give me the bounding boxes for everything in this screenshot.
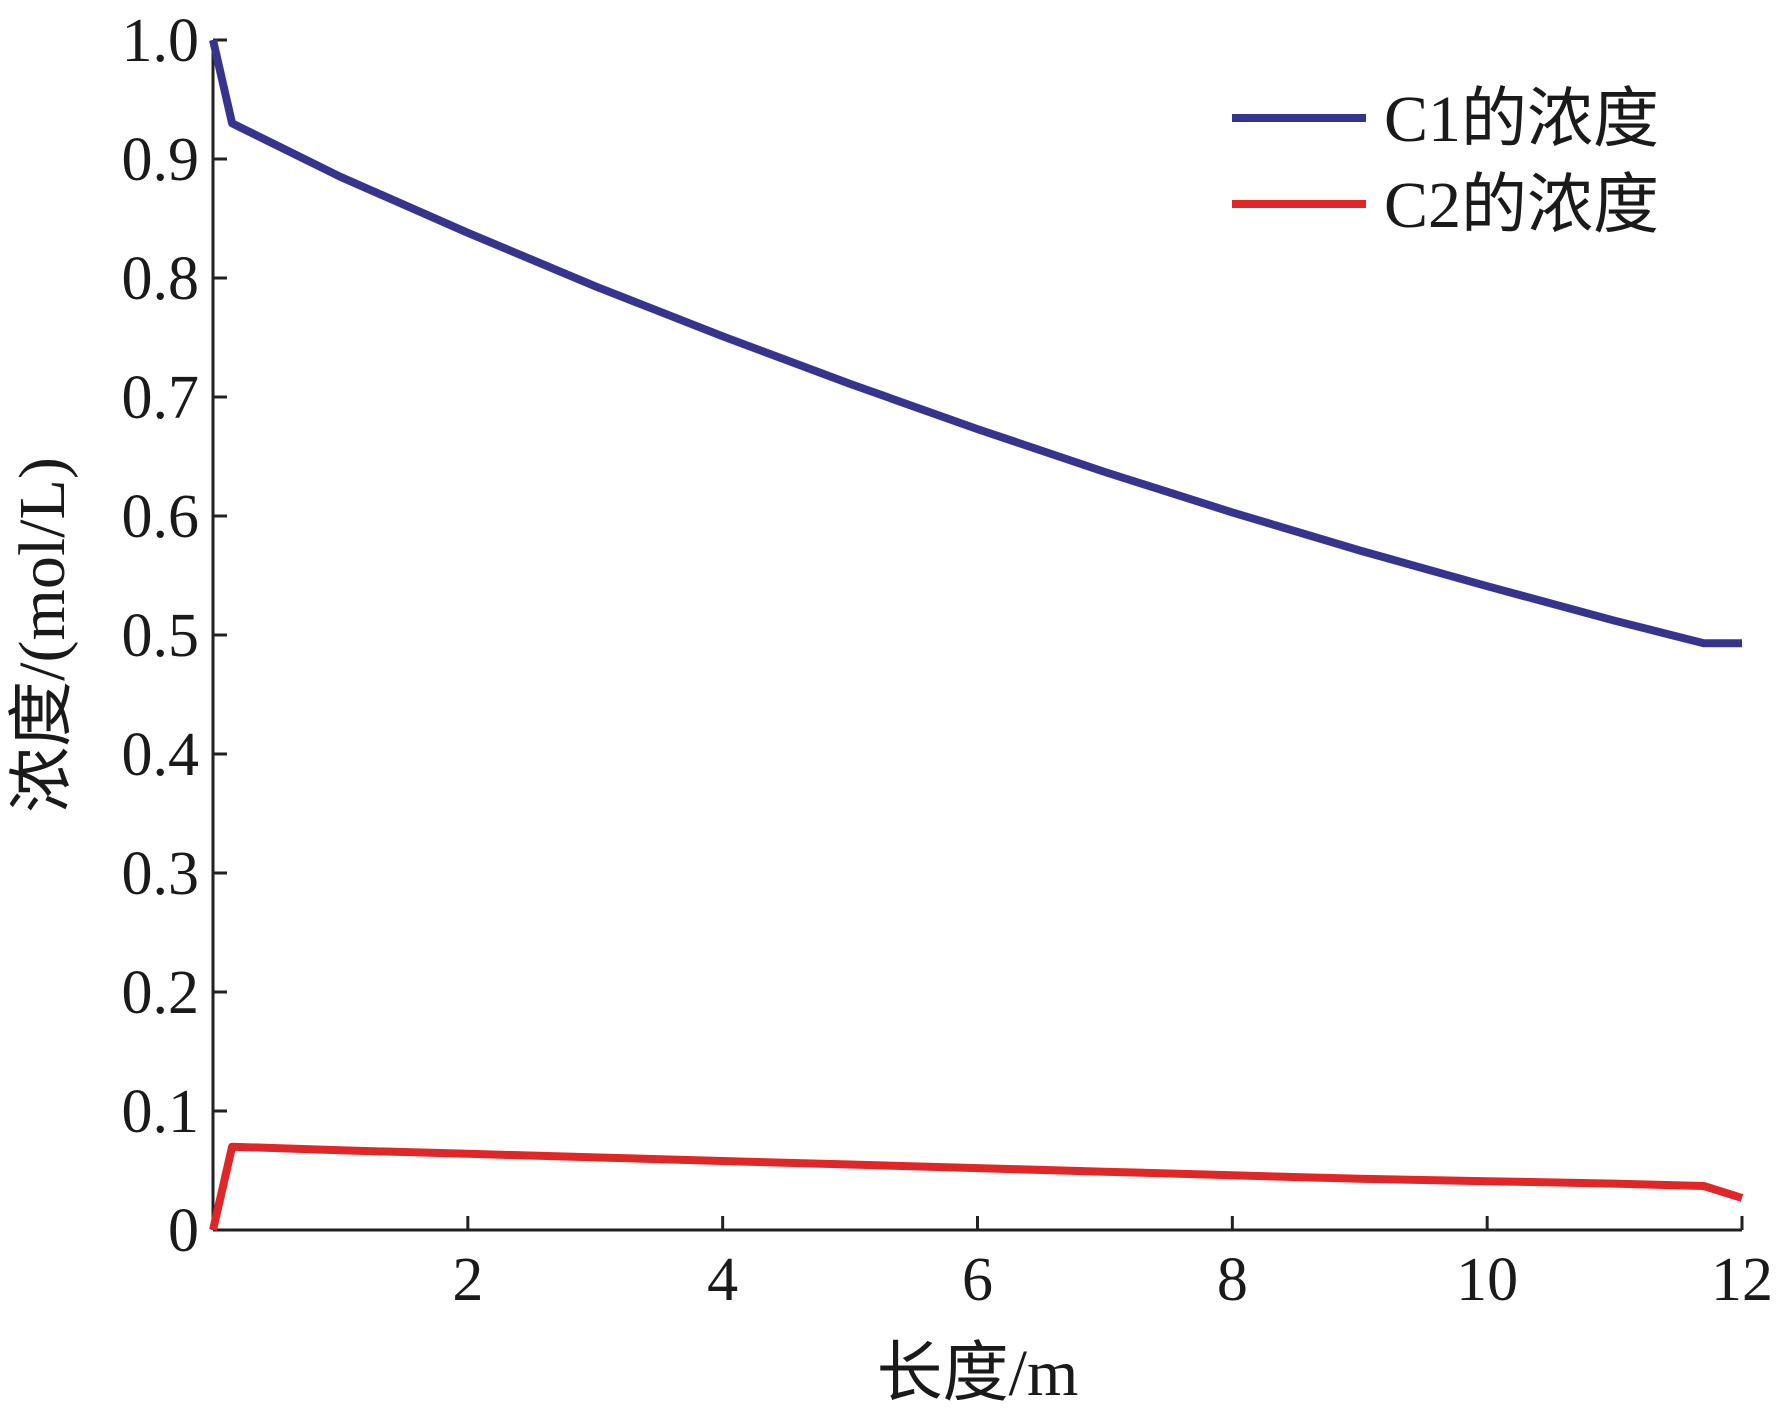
series-line-1 <box>209 39 1742 648</box>
y-tick-label: 0 <box>168 1197 199 1265</box>
series-line-2 <box>209 1142 1744 1231</box>
series-layer <box>209 39 1744 1231</box>
y-tick-label: 0.1 <box>122 1078 200 1146</box>
y-tick-label: 0.3 <box>122 840 200 908</box>
x-axis-title: 长度/m <box>877 1337 1079 1410</box>
y-tick-label: 0.9 <box>122 126 200 194</box>
y-tick-label: 0.5 <box>122 602 200 670</box>
x-tick-label: 6 <box>962 1246 993 1314</box>
x-tick-label: 4 <box>707 1246 738 1314</box>
plot-area: 0 0.1 0.2 0.3 0.4 0.5 0.6 0.7 0.8 0.9 1.0 2 4 6 8 10 12 <box>122 7 1774 1314</box>
y-axis-title: 浓度/(mol/L) <box>6 457 79 813</box>
y-tick-label: 0.7 <box>122 364 200 432</box>
y-tick-label: 0.2 <box>122 959 200 1027</box>
x-tick-label: 8 <box>1217 1246 1248 1314</box>
y-axis-ticks: 0 0.1 0.2 0.3 0.4 0.5 0.6 0.7 0.8 0.9 1.0 <box>122 7 227 1265</box>
y-tick-label: 0.8 <box>122 245 200 313</box>
x-axis-ticks: 2 4 6 8 10 12 <box>452 1216 1773 1314</box>
y-tick-label: 0.6 <box>122 483 200 551</box>
y-tick-label: 1.0 <box>122 7 200 75</box>
x-tick-label: 10 <box>1456 1246 1518 1314</box>
legend-label-1: C1的浓度 <box>1384 83 1659 156</box>
x-tick-label: 12 <box>1711 1246 1773 1314</box>
x-tick-label: 2 <box>452 1246 483 1314</box>
legend-label-2: C2的浓度 <box>1384 169 1659 242</box>
legend: C1的浓度 C2的浓度 <box>1232 83 1659 242</box>
y-tick-label: 0.4 <box>122 721 200 789</box>
